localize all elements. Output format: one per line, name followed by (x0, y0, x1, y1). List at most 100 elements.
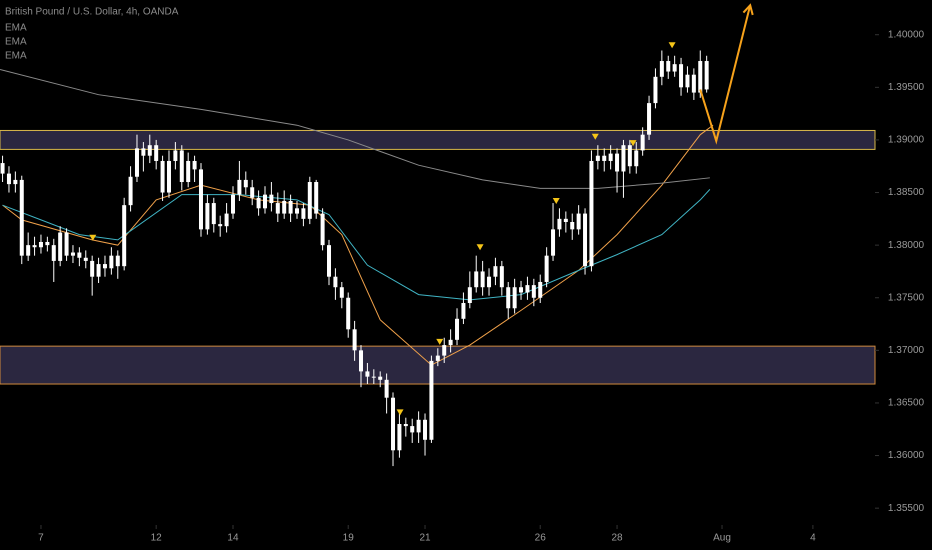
x-tick-label: 12 (151, 533, 163, 544)
legend-entry: EMA (5, 51, 27, 62)
candle-body (26, 245, 31, 256)
x-tick-label: 19 (343, 533, 355, 544)
chart-title: British Pound / U.S. Dollar, 4h, OANDA (5, 7, 179, 18)
candle-body (122, 205, 127, 267)
candle-body (512, 287, 517, 309)
candle-body (576, 213, 581, 230)
candle-body (205, 203, 210, 230)
candle-body (410, 426, 415, 433)
zone (0, 129, 876, 150)
candle-body (557, 218, 562, 230)
candle-body (480, 271, 485, 288)
x-tick-label: Aug (713, 533, 731, 544)
candle-body (371, 376, 376, 378)
candle-body (506, 287, 511, 309)
candle-body (525, 285, 530, 293)
candle-body (154, 145, 159, 161)
candle-body (595, 155, 600, 161)
marker (629, 140, 637, 147)
candle-body (243, 179, 248, 188)
candle-body (583, 213, 588, 267)
candle-body (173, 150, 178, 161)
candle-body (403, 423, 408, 427)
y-tick-label: 1.35500 (888, 503, 925, 514)
y-tick-label: 1.40000 (888, 29, 925, 40)
candle-body (90, 260, 95, 277)
candle-body (333, 276, 338, 288)
candle-body (384, 379, 389, 398)
candle-body (672, 64, 677, 72)
candle-body (435, 355, 440, 361)
candle-body (295, 208, 300, 214)
candle-body (448, 339, 453, 346)
candle-body (391, 397, 396, 451)
candle-body (64, 232, 69, 256)
candle-body (653, 76, 658, 104)
plot-area (0, 3, 876, 467)
y-tick-label: 1.37000 (888, 345, 925, 356)
candle-body (397, 423, 402, 451)
candle-body (519, 287, 524, 293)
candle-body (282, 200, 287, 214)
candle-body (499, 266, 504, 288)
candle-body (198, 169, 203, 230)
candle-body (141, 148, 146, 156)
candle-body (256, 197, 261, 209)
candle-body (691, 74, 696, 93)
x-tick-label: 21 (419, 533, 431, 544)
candle-body (416, 419, 421, 433)
candle-body (83, 257, 88, 261)
candle-body (608, 153, 613, 161)
marker (436, 338, 444, 345)
x-tick-label: 14 (227, 533, 239, 544)
ema-line (2, 189, 711, 301)
candle-body (563, 218, 568, 222)
candle-body (531, 285, 536, 298)
candle-body (621, 145, 626, 172)
marker (476, 244, 484, 251)
candle-body (615, 153, 620, 172)
candle-body (538, 281, 543, 298)
candle-body (320, 213, 325, 246)
y-tick-label: 1.38000 (888, 240, 925, 251)
candle-body (570, 221, 575, 230)
candle-body (102, 264, 107, 269)
candle-body (634, 150, 639, 167)
x-tick-label: 7 (38, 533, 44, 544)
candle-body (307, 182, 312, 219)
candle-body (467, 287, 472, 304)
candle-body (314, 182, 319, 214)
candle-body (192, 160, 197, 170)
candle-body (378, 376, 383, 380)
candle-body (339, 287, 344, 298)
ema-line (2, 124, 714, 366)
candle-body (685, 74, 690, 88)
candle-body (493, 266, 498, 277)
candle-body (32, 245, 37, 248)
candle-body (647, 103, 652, 135)
candle-body (679, 64, 684, 88)
candle-body (627, 145, 632, 167)
candle-body (0, 163, 5, 174)
x-tick-label: 26 (535, 533, 547, 544)
candle-body (698, 61, 703, 93)
candle-body (96, 264, 101, 277)
candle-body (589, 160, 594, 267)
candle-body (704, 61, 709, 90)
candle-body (461, 303, 466, 319)
candle-body (218, 224, 223, 227)
candle-body (77, 252, 82, 258)
candle-body (13, 179, 18, 185)
legend-entry: EMA (5, 37, 27, 48)
candle-body (230, 194, 235, 214)
candle-body (275, 203, 280, 214)
y-tick-label: 1.39000 (888, 135, 925, 146)
candle-body (115, 255, 120, 267)
y-tick-label: 1.36000 (888, 450, 925, 461)
candle-body (301, 208, 306, 219)
candle-body (128, 176, 133, 206)
candle-body (288, 200, 293, 214)
candle-body (19, 179, 24, 256)
candle-body (134, 148, 139, 177)
